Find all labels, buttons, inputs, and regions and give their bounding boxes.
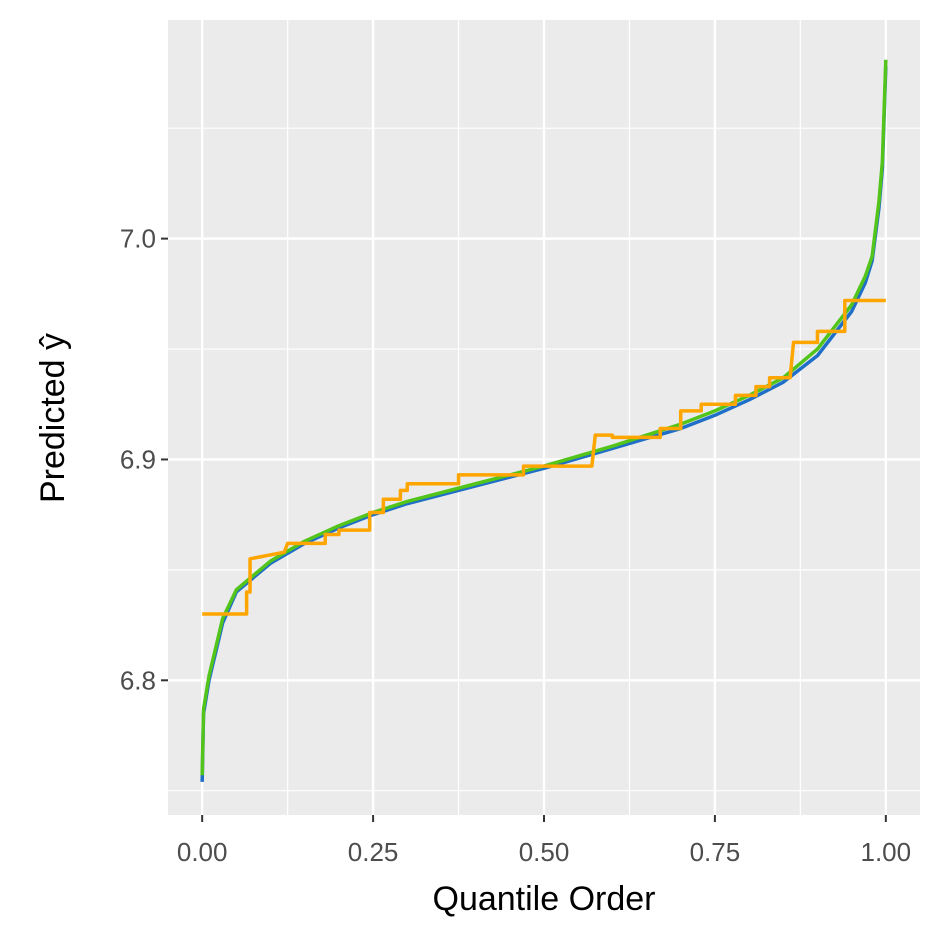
data-line <box>202 298 886 616</box>
data-line <box>200 59 888 776</box>
x-axis-label: Quantile Order <box>433 880 656 918</box>
y-tick-label: 6.8 <box>120 665 156 695</box>
y-axis-label: Predicted ŷ <box>34 333 72 503</box>
x-tick-label: 0.50 <box>519 837 570 867</box>
x-tick-label: 0.25 <box>348 837 399 867</box>
y-tick-label: 6.9 <box>120 444 156 474</box>
x-tick-label: 0.00 <box>177 837 228 867</box>
x-tick-label: 0.75 <box>690 837 741 867</box>
y-tick-label: 7.0 <box>120 224 156 254</box>
x-tick-label: 1.00 <box>861 837 912 867</box>
